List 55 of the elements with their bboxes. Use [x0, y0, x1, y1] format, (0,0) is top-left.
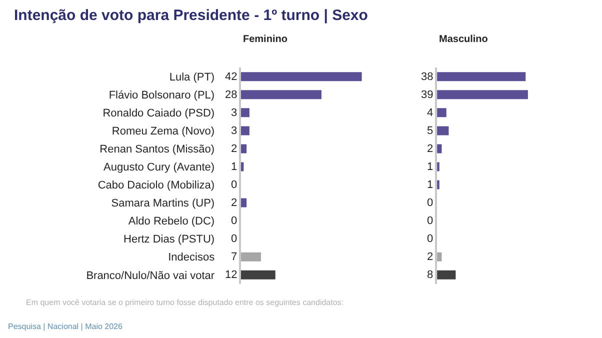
data-label: 4 [427, 107, 434, 119]
data-label: 8 [427, 269, 434, 281]
data-label: 7 [231, 251, 238, 263]
bar [240, 126, 250, 136]
y-tick-label: Flávio Bolsonaro (PL) [108, 89, 215, 102]
text: Em quem você votaria se o primeiro turno fosse disputado entre os seguintes candidatos: [26, 298, 344, 307]
bar [240, 144, 247, 154]
y-tick-label: Augusto Cury (Avante) [104, 162, 215, 174]
data-label: 12 [225, 269, 238, 281]
data-label: 2 [427, 143, 434, 155]
data-label: 0 [427, 197, 434, 209]
y-tick-label: Branco/Nulo/Não vai votar [86, 270, 215, 282]
bar [240, 108, 250, 118]
y-tick-label: Hertz Dias (PSTU) [124, 234, 215, 246]
data-label: 2 [231, 143, 238, 155]
bar [437, 72, 526, 82]
y-tick-label: Aldo Rebelo (DC) [128, 216, 215, 228]
bar [240, 162, 244, 172]
data-label: 39 [421, 89, 434, 101]
y-tick-label: Ronaldo Caiado (PSD) [102, 108, 215, 120]
data-label: 0 [427, 233, 434, 245]
data-label: 2 [231, 197, 238, 209]
data-label: 3 [231, 107, 238, 119]
data-label: 38 [421, 71, 434, 83]
bar [240, 252, 261, 262]
chart-title: Intenção de voto para Presidente - 1º turno | Sexo [14, 7, 368, 24]
data-label: 3 [231, 125, 238, 137]
bar [437, 270, 456, 280]
data-label: 1 [231, 161, 238, 173]
bar [437, 126, 449, 136]
y-tick-label: Lula (PT) [169, 71, 215, 84]
data-label: 0 [231, 215, 238, 227]
bar [240, 198, 247, 208]
y-tick-label: Samara Martins (UP) [111, 198, 215, 210]
data-label: 0 [231, 233, 238, 245]
data-label: 2 [427, 251, 434, 263]
text: Pesquisa | Nacional | Maio 2026 [8, 322, 123, 331]
y-tick-label: Cabo Daciolo (Mobiliza) [98, 180, 215, 192]
data-label: 1 [427, 161, 434, 173]
data-label: 1 [427, 179, 434, 191]
bar [437, 108, 446, 118]
data-label: 28 [225, 89, 238, 101]
bar [240, 270, 276, 280]
chart-subtitle: Masculino [439, 34, 488, 45]
data-label: 0 [231, 179, 238, 191]
data-label: 5 [427, 125, 434, 137]
y-tick-label: Renan Santos (Missão) [100, 144, 215, 156]
bar [240, 72, 362, 82]
bar [240, 90, 322, 100]
bar [437, 90, 528, 100]
y-tick-label: Romeu Zema (Novo) [112, 126, 215, 138]
data-label: 0 [427, 215, 434, 227]
y-tick-label: Indecisos [168, 252, 216, 264]
chart-subtitle: Feminino [243, 34, 288, 45]
data-label: 42 [225, 71, 238, 83]
